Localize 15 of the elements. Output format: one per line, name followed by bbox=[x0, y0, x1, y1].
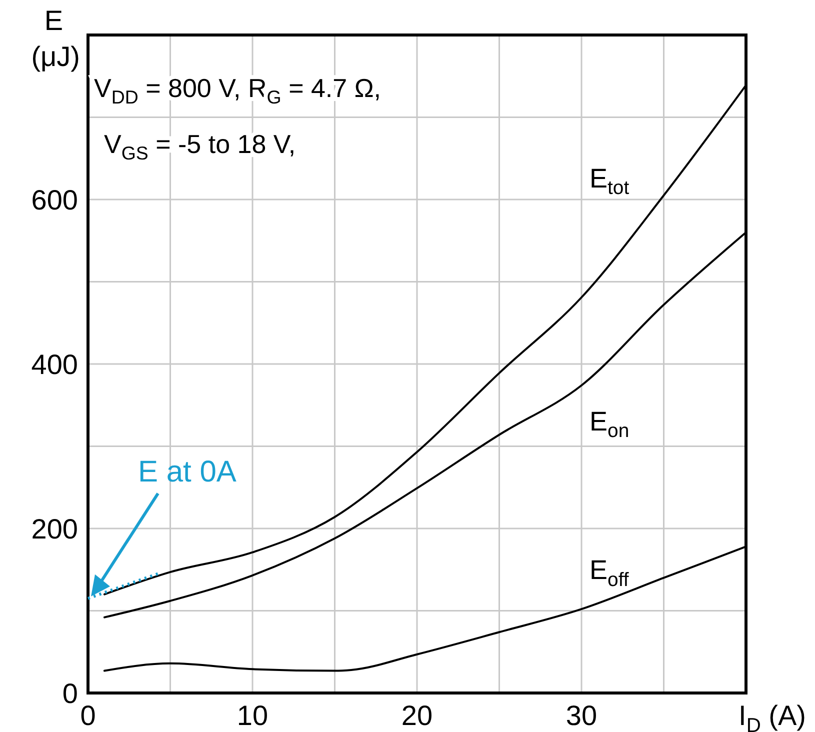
y-tick-label: 0 bbox=[62, 678, 78, 709]
y-axis-title: E (μJ) bbox=[31, 5, 80, 72]
annotation: E at 0A bbox=[138, 455, 236, 488]
x-tick-label: 20 bbox=[401, 700, 433, 731]
x-axis-title: I$_{D}$ (A) bbox=[738, 700, 806, 732]
y-tick-label: 400 bbox=[31, 349, 78, 380]
series-label: E$_{tot}$ bbox=[590, 163, 630, 200]
series-label: E$_{off}$ bbox=[590, 555, 630, 591]
annotation: V$_{DD}$ = 800 V, R$_{G}$ = 4.7 Ω, bbox=[94, 73, 382, 108]
x-tick-label: 10 bbox=[236, 700, 268, 731]
y-tick-label: 600 bbox=[31, 184, 78, 216]
x-tick-label: 30 bbox=[566, 700, 598, 731]
annotation: V$_{GS}$ = -5 to 18 V, bbox=[104, 129, 296, 164]
series-label: E$_{on}$ bbox=[590, 406, 630, 442]
y-tick-label: 200 bbox=[31, 514, 78, 544]
